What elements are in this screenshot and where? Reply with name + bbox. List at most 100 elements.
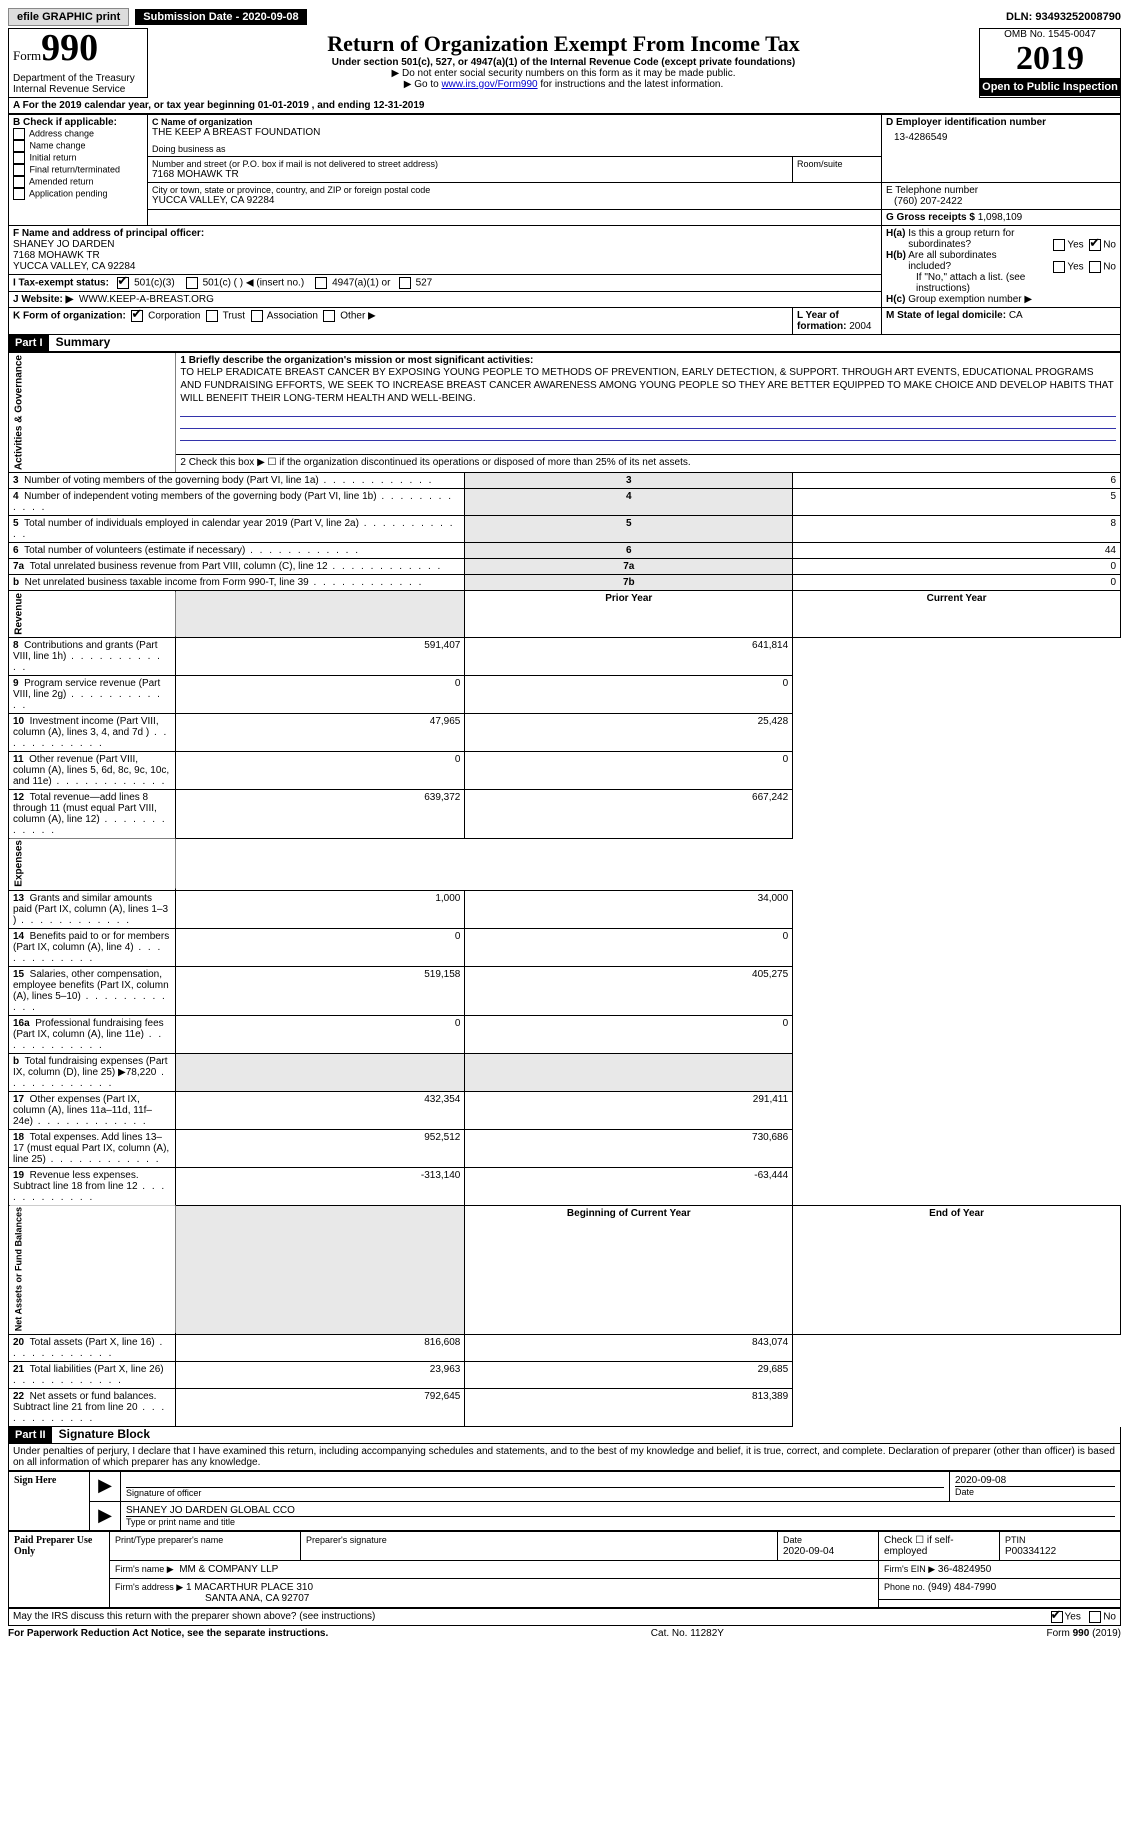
d-label: D Employer identification number bbox=[886, 117, 1116, 128]
entity-info-block: B Check if applicable: Address change Na… bbox=[8, 114, 1121, 335]
vert-net: Net Assets or Fund Balances bbox=[9, 1205, 176, 1334]
line-20-prior: 816,608 bbox=[176, 1334, 465, 1361]
c-label: C Name of organization bbox=[152, 117, 877, 127]
line-4-num: 4 bbox=[465, 489, 793, 516]
line-10-prior: 47,965 bbox=[176, 713, 465, 751]
i-527-checkbox[interactable] bbox=[399, 277, 411, 289]
line-22-current: 813,389 bbox=[465, 1388, 793, 1426]
part1-tag: Part I bbox=[9, 335, 49, 351]
declaration: Under penalties of perjury, I declare th… bbox=[8, 1444, 1121, 1471]
k-assoc-checkbox[interactable] bbox=[251, 310, 263, 322]
line-17-current: 291,411 bbox=[465, 1091, 793, 1129]
line-21-prior: 23,963 bbox=[176, 1361, 465, 1388]
l2: 2 Check this box ▶ ☐ if the organization… bbox=[176, 455, 1121, 473]
vert-activities: Activities & Governance bbox=[9, 353, 176, 473]
discuss-no-checkbox[interactable] bbox=[1089, 1611, 1101, 1623]
l-label: L Year of formation: bbox=[797, 310, 846, 332]
k-other-checkbox[interactable] bbox=[323, 310, 335, 322]
website: WWW.KEEP-A-BREAST.ORG bbox=[79, 294, 214, 305]
prep-name-label: Print/Type preparer's name bbox=[115, 1535, 295, 1545]
b-opt-5-checkbox[interactable] bbox=[13, 188, 25, 200]
line-16a-prior: 0 bbox=[176, 1015, 465, 1053]
hb-yes-checkbox[interactable] bbox=[1053, 261, 1065, 273]
line-3-num: 3 bbox=[465, 473, 793, 489]
line-11-prior: 0 bbox=[176, 751, 465, 789]
l1-label: 1 Briefly describe the organization's mi… bbox=[180, 355, 1116, 366]
k-corp-checkbox[interactable] bbox=[131, 310, 143, 322]
line-9-prior: 0 bbox=[176, 675, 465, 713]
b-opt-4-checkbox[interactable] bbox=[13, 176, 25, 188]
discuss-yes-checkbox[interactable] bbox=[1051, 1611, 1063, 1623]
line-13-prior: 1,000 bbox=[176, 890, 465, 928]
i-4947-checkbox[interactable] bbox=[315, 277, 327, 289]
line-18-prior: 952,512 bbox=[176, 1129, 465, 1167]
dba-label: Doing business as bbox=[152, 144, 877, 154]
officer-name: SHANEY JO DARDEN bbox=[13, 239, 877, 250]
i-501c3-checkbox[interactable] bbox=[117, 277, 129, 289]
phone: (760) 207-2422 bbox=[894, 196, 1116, 207]
part2-tag: Part II bbox=[9, 1427, 52, 1443]
line-12-prior: 639,372 bbox=[176, 789, 465, 838]
line-17-prior: 432,354 bbox=[176, 1091, 465, 1129]
hb-note: If "No," attach a list. (see instruction… bbox=[916, 272, 1116, 294]
m-label: M State of legal domicile: bbox=[886, 310, 1006, 321]
ha-no-checkbox[interactable] bbox=[1089, 239, 1101, 251]
omb-number: OMB No. 1545-0047 bbox=[980, 29, 1120, 40]
city: YUCCA VALLEY, CA 92284 bbox=[152, 195, 877, 206]
line-21-current: 29,685 bbox=[465, 1361, 793, 1388]
footer: For Paperwork Reduction Act Notice, see … bbox=[8, 1628, 1121, 1639]
self-employed: Check ☐ if self-employed bbox=[879, 1531, 1000, 1560]
officer-typed-name: SHANEY JO DARDEN GLOBAL CCO bbox=[126, 1505, 1115, 1516]
firm-name: MM & COMPANY LLP bbox=[179, 1564, 278, 1575]
submission-date: Submission Date - 2020-09-08 bbox=[135, 9, 306, 25]
type-name-label: Type or print name and title bbox=[126, 1516, 1115, 1527]
dept-treasury: Department of the Treasury bbox=[13, 73, 143, 84]
hb-no-checkbox[interactable] bbox=[1089, 261, 1101, 273]
dln: DLN: 93493252008790 bbox=[1006, 11, 1121, 23]
form-subtitle: Under section 501(c), 527, or 4947(a)(1)… bbox=[152, 57, 975, 68]
line-7b-num: 7b bbox=[465, 575, 793, 591]
line-9-current: 0 bbox=[465, 675, 793, 713]
officer-addr2: YUCCA VALLEY, CA 92284 bbox=[13, 261, 877, 272]
line-3-val: 6 bbox=[793, 473, 1121, 489]
line-6-num: 6 bbox=[465, 543, 793, 559]
sign-here-label: Sign Here bbox=[9, 1471, 90, 1530]
prep-date: 2020-09-04 bbox=[783, 1546, 834, 1557]
line-11-current: 0 bbox=[465, 751, 793, 789]
cat-no: Cat. No. 11282Y bbox=[651, 1628, 724, 1639]
form-ref: Form 990 (2019) bbox=[1047, 1628, 1121, 1639]
efile-print-button[interactable]: efile GRAPHIC print bbox=[8, 8, 129, 26]
ein: 13-4286549 bbox=[894, 132, 1116, 143]
line-b-current bbox=[465, 1053, 793, 1091]
irs-link[interactable]: www.irs.gov/Form990 bbox=[441, 79, 537, 90]
b-opt-3-checkbox[interactable] bbox=[13, 164, 25, 176]
line-6-val: 44 bbox=[793, 543, 1121, 559]
b-opt-0-checkbox[interactable] bbox=[13, 128, 25, 140]
top-bar: efile GRAPHIC print Submission Date - 20… bbox=[8, 8, 1121, 26]
i-501c-checkbox[interactable] bbox=[186, 277, 198, 289]
open-public-label: Open to Public Inspection bbox=[980, 78, 1120, 96]
b-opt-1-checkbox[interactable] bbox=[13, 140, 25, 152]
col-begin: Beginning of Current Year bbox=[465, 1205, 793, 1334]
date-label: Date bbox=[955, 1486, 1115, 1497]
part2-title: Signature Block bbox=[59, 1427, 150, 1441]
g-label: G Gross receipts $ bbox=[886, 212, 975, 223]
goto-note: ▶ Go to www.irs.gov/Form990 for instruct… bbox=[152, 79, 975, 90]
line-7a-val: 0 bbox=[793, 559, 1121, 575]
ha-label: H(a) Is this a group return for subordin… bbox=[886, 228, 1116, 250]
form-title: Return of Organization Exempt From Incom… bbox=[152, 31, 975, 57]
line-10-current: 25,428 bbox=[465, 713, 793, 751]
line-15-current: 405,275 bbox=[465, 966, 793, 1015]
form-990-logo: Form990 bbox=[13, 31, 143, 65]
paperwork-notice: For Paperwork Reduction Act Notice, see … bbox=[8, 1628, 328, 1639]
k-trust-checkbox[interactable] bbox=[206, 310, 218, 322]
officer-addr1: 7168 MOHAWK TR bbox=[13, 250, 877, 261]
line-19-prior: -313,140 bbox=[176, 1167, 465, 1205]
paid-preparer-label: Paid Preparer Use Only bbox=[9, 1531, 110, 1607]
b-opt-2-checkbox[interactable] bbox=[13, 152, 25, 164]
i-label: I Tax-exempt status: bbox=[13, 278, 109, 289]
e-label: E Telephone number bbox=[886, 185, 1116, 196]
line-8-current: 641,814 bbox=[465, 637, 793, 675]
ssn-note: ▶ Do not enter social security numbers o… bbox=[152, 68, 975, 79]
ha-yes-checkbox[interactable] bbox=[1053, 239, 1065, 251]
